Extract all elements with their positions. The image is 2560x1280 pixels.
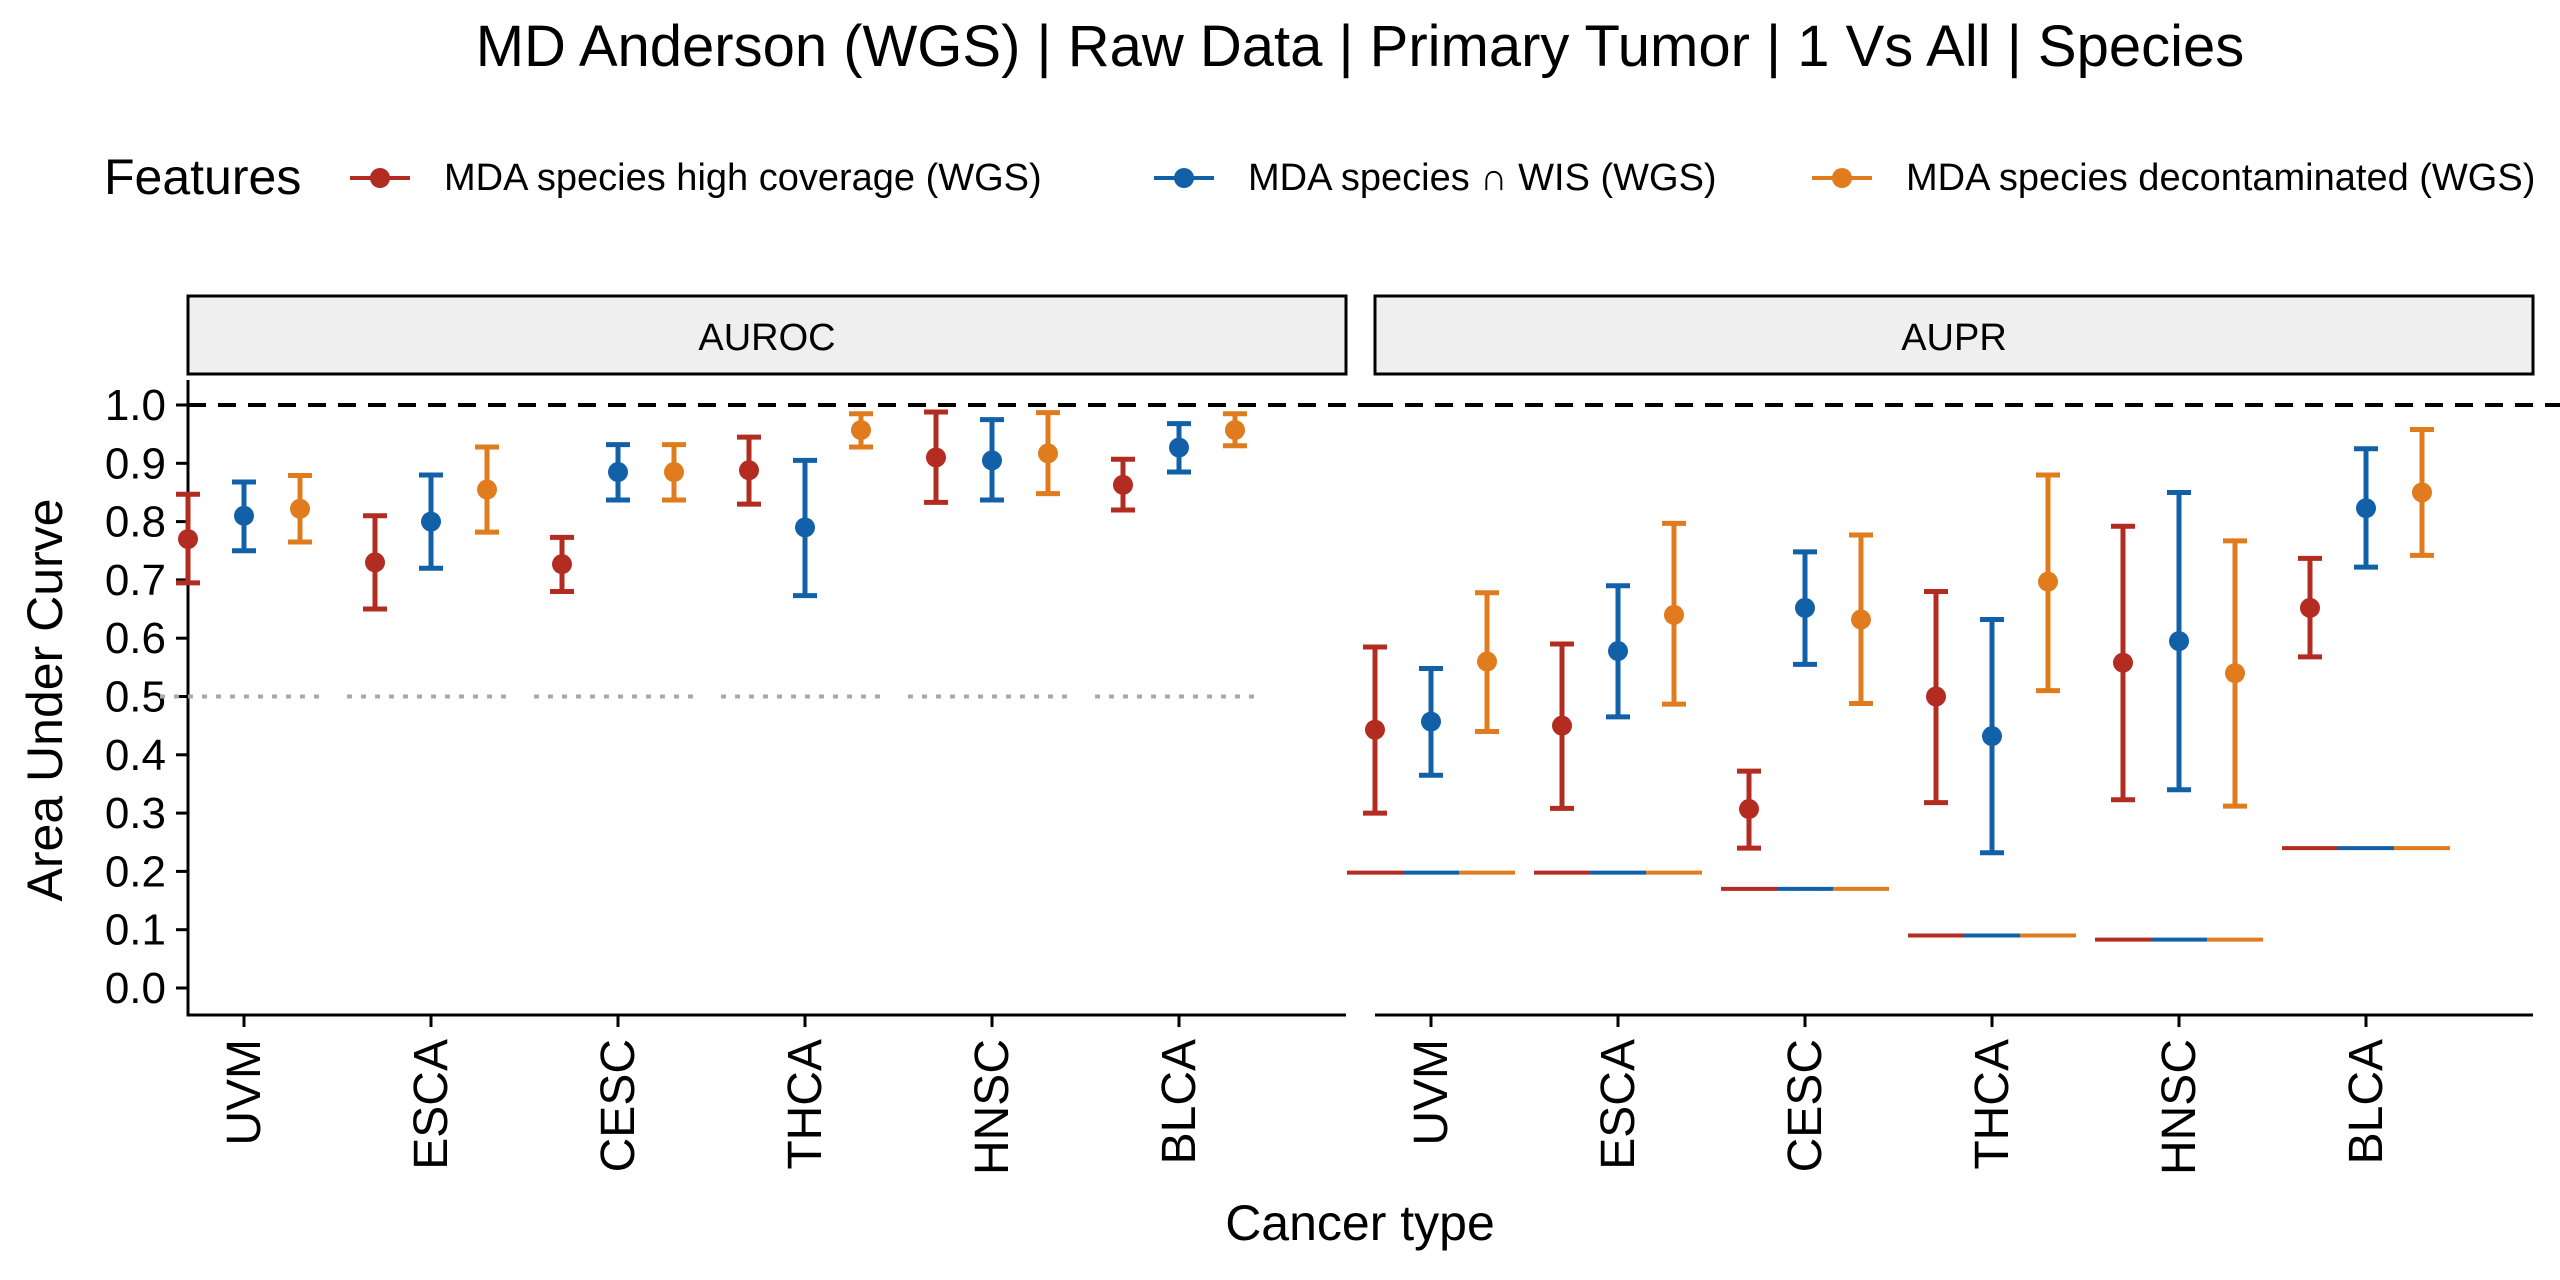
data-point (1365, 719, 1385, 740)
y-tick-label: 0.1 (105, 906, 166, 955)
x-tick-label: UVM (1405, 1039, 1458, 1146)
data-point (477, 479, 497, 500)
y-tick-label: 0.4 (105, 731, 166, 780)
strip-label: AUROC (698, 317, 835, 359)
y-axis: 0.0 0.1 0.2 0.3 0.4 0.5 0.6 0.7 0.8 0.9 1.0 (105, 380, 190, 1017)
legend-entry: MDA species ∩ WIS (WGS) (1154, 157, 1717, 199)
data-point (1982, 726, 2002, 747)
legend-key-point (1832, 168, 1852, 188)
data-point (2225, 663, 2245, 684)
data-point (552, 554, 572, 575)
data-point (1169, 437, 1189, 458)
data-point (2300, 597, 2320, 618)
x-tick-label: THCA (1966, 1039, 2019, 1170)
y-tick-label: 1.0 (105, 381, 166, 430)
data-point (926, 447, 946, 468)
data-point (1113, 474, 1133, 495)
y-tick-label: 0.5 (105, 673, 166, 722)
data-point (178, 529, 198, 550)
data-point (664, 462, 684, 483)
x-axis-title: Cancer type (1225, 1195, 1495, 1251)
strip-background (186, 294, 1348, 376)
data-point (2113, 652, 2133, 673)
strip-background (1373, 294, 2535, 376)
data-point (421, 511, 441, 532)
x-tick-label: CESC (1779, 1039, 1832, 1172)
facet-strip-auroc: AUROC (186, 294, 1348, 376)
data-point (1477, 651, 1497, 672)
data-point (1421, 711, 1441, 732)
data-point (1552, 715, 1572, 736)
legend-entry: MDA species high coverage (WGS) (350, 157, 1042, 199)
data-point (1739, 799, 1759, 820)
facet-strip-aupr: AUPR (1373, 294, 2535, 376)
y-axis-title: Area Under Curve (17, 499, 73, 902)
legend-label: MDA species ∩ WIS (WGS) (1248, 157, 1717, 199)
y-tick-label: 0.7 (105, 556, 166, 605)
panel-aupr: UVM ESCA CESC THCA HNSC BLCA (1347, 403, 2560, 1175)
legend-label: MDA species high coverage (WGS) (444, 157, 1042, 199)
data-point (1926, 686, 1946, 707)
data-point (982, 450, 1002, 471)
data-point (1851, 609, 1871, 630)
x-tick-label: BLCA (1153, 1039, 1206, 1164)
legend: Features MDA species high coverage (WGS)… (104, 149, 2535, 205)
panel-auroc: UVM ESCA CESC THCA HNSC BLCA (160, 403, 1375, 1175)
data-point (2169, 631, 2189, 652)
data-point (2412, 482, 2432, 503)
data-point (1795, 597, 1815, 618)
x-tick-label: UVM (218, 1039, 271, 1146)
data-point (795, 517, 815, 538)
data-point (290, 498, 310, 519)
data-point (608, 462, 628, 483)
data-point (365, 552, 385, 573)
data-point (2356, 498, 2376, 519)
y-tick-label: 0.8 (105, 498, 166, 547)
x-tick-label: BLCA (2340, 1039, 2393, 1164)
x-tick-label: HNSC (966, 1039, 1019, 1175)
y-tick-label: 0.9 (105, 439, 166, 488)
data-point (1038, 443, 1058, 464)
data-point (1664, 604, 1684, 625)
x-tick-label: ESCA (1592, 1039, 1645, 1170)
y-tick-label: 0.6 (105, 614, 166, 663)
y-tick-label: 0.3 (105, 789, 166, 838)
x-tick-label: HNSC (2153, 1039, 2206, 1175)
legend-entry: MDA species decontaminated (WGS) (1812, 157, 2535, 199)
plot-panels: UVM ESCA CESC THCA HNSC BLCA UVM ESCA CESC THCA HN… (160, 403, 2560, 1175)
legend-key-point (370, 168, 390, 188)
y-tick-label: 0.0 (105, 964, 166, 1013)
data-point (1608, 641, 1628, 662)
y-tick-label: 0.2 (105, 847, 166, 896)
data-point (234, 505, 254, 526)
legend-title: Features (104, 149, 301, 205)
strip-label: AUPR (1901, 317, 2007, 359)
legend-key-point (1174, 168, 1194, 188)
x-tick-label: ESCA (405, 1039, 458, 1170)
data-point (851, 420, 871, 441)
x-tick-label: CESC (592, 1039, 645, 1172)
chart-title: MD Anderson (WGS) | Raw Data | Primary T… (476, 14, 2245, 79)
data-point (739, 460, 759, 481)
legend-label: MDA species decontaminated (WGS) (1906, 157, 2535, 199)
x-tick-label: THCA (779, 1039, 832, 1170)
data-point (2038, 571, 2058, 592)
data-point (1225, 420, 1245, 441)
